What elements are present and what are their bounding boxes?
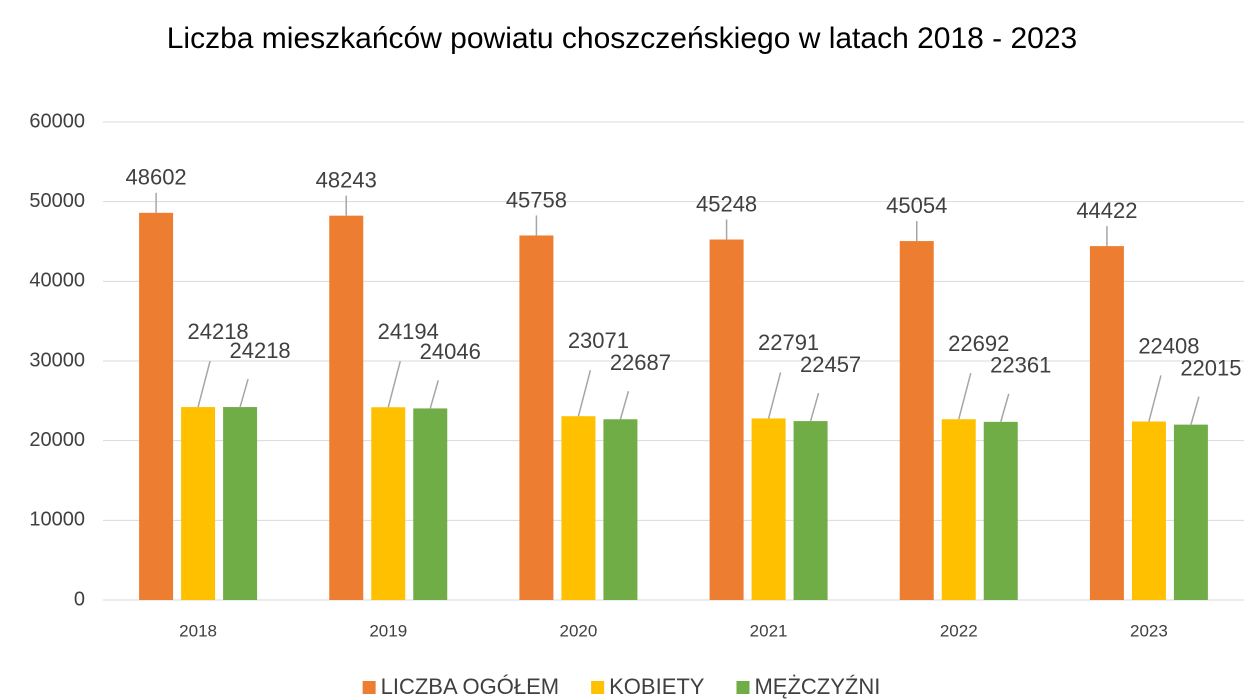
leader-line [767,372,782,419]
bar [1089,246,1124,600]
leader-line [429,380,439,409]
leader-line [958,373,972,420]
data-label: 22687 [610,350,671,375]
bar [603,419,638,600]
y-tick-label: 30000 [29,349,85,371]
y-tick-label: 10000 [29,509,85,531]
bar [793,421,828,600]
x-tick-label: 2022 [940,621,978,640]
bar [139,212,174,600]
data-label: 24194 [378,319,439,344]
x-tick-label: 2023 [1130,621,1168,640]
data-label: 22408 [1138,333,1199,358]
data-label: 22692 [948,331,1009,356]
bar [329,215,364,600]
legend-swatch [362,681,376,694]
data-label: 22361 [990,353,1051,378]
data-label: 24218 [187,319,248,344]
data-label: 45758 [506,187,567,212]
legend-label: KOBIETY [609,674,705,699]
bar [561,416,596,600]
data-label: 23071 [568,328,629,353]
y-tick-label: 0 [74,588,85,610]
leader-line [1148,375,1162,422]
leader-line [1190,396,1200,425]
y-tick-label: 20000 [29,429,85,451]
x-tick-label: 2019 [369,621,407,640]
leader-line [197,360,211,408]
bar [983,421,1018,600]
data-label: 22457 [800,352,861,377]
data-label: 45054 [886,193,947,218]
leader-line [387,361,401,408]
data-label: 44422 [1076,198,1137,223]
y-tick-label: 60000 [29,110,85,132]
chart-title: Liczba mieszkańców powiatu choszczeńskie… [166,22,1078,55]
bar [941,419,976,600]
y-tick-label: 40000 [29,270,85,292]
x-tick-label: 2021 [750,621,788,640]
bar [751,418,786,600]
data-label: 22791 [758,330,819,355]
bar [1131,421,1166,600]
leader-line [577,370,592,417]
data-label: 45248 [696,191,757,216]
x-tick-label: 2018 [179,621,217,640]
bar [181,407,216,600]
y-tick-label: 50000 [29,190,85,212]
legend-label: LICZBA OGÓŁEM [381,674,560,699]
bar [413,408,448,600]
legend-swatch [736,681,750,694]
leader-line [809,392,820,422]
legend-swatch [591,681,605,694]
bar [709,239,744,600]
bar [899,241,934,600]
leader-line [619,391,630,420]
bar [223,407,258,600]
legend-label: MĘŻCZYŹNI [754,674,880,699]
leader-line [239,378,249,408]
bar [371,407,406,600]
data-label: 48602 [125,165,186,190]
x-tick-label: 2020 [560,621,598,640]
data-label: 22015 [1180,355,1241,380]
bar [519,235,554,600]
leader-line [1000,393,1010,423]
bar [1173,424,1208,600]
data-label: 24218 [229,338,290,363]
data-label: 48243 [316,167,377,192]
data-label: 24046 [420,339,481,364]
